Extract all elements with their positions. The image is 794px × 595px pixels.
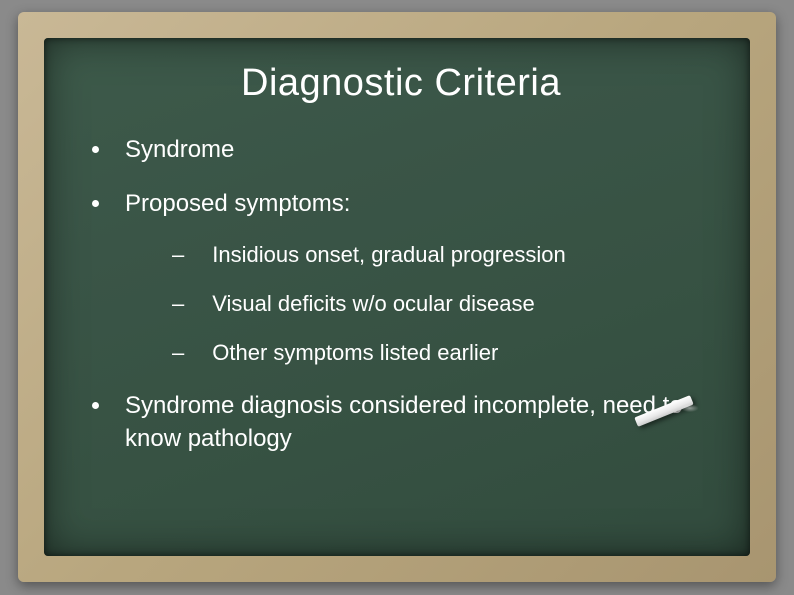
bullet-dot-icon [92,146,99,153]
bullet-dot-icon [92,402,99,409]
dash-icon: – [172,289,184,320]
bullet-item: Syndrome [92,133,710,167]
bullet-item: Proposed symptoms: [92,187,710,221]
bullet-item: Syndrome diagnosis considered incomplete… [92,389,710,456]
dash-icon: – [172,338,184,369]
sub-item: – Visual deficits w/o ocular disease [172,289,710,320]
sub-item-text: Insidious onset, gradual progression [212,240,565,271]
sub-item: – Insidious onset, gradual progression [172,240,710,271]
bullet-text: Syndrome diagnosis considered incomplete… [125,389,710,456]
slide-content: Syndrome Proposed symptoms: – Insidious … [92,133,710,456]
bullet-text: Proposed symptoms: [125,187,710,221]
sub-item-text: Other symptoms listed earlier [212,338,498,369]
slide-title: Diagnostic Criteria [92,62,710,105]
bullet-text: Syndrome [125,133,710,167]
sub-list: – Insidious onset, gradual progression –… [172,240,710,368]
sub-item-text: Visual deficits w/o ocular disease [212,289,534,320]
chalkboard: Diagnostic Criteria Syndrome Proposed sy… [44,38,750,556]
sub-item: – Other symptoms listed earlier [172,338,710,369]
chalkboard-frame: Diagnostic Criteria Syndrome Proposed sy… [18,12,776,582]
bullet-dot-icon [92,200,99,207]
dash-icon: – [172,240,184,271]
